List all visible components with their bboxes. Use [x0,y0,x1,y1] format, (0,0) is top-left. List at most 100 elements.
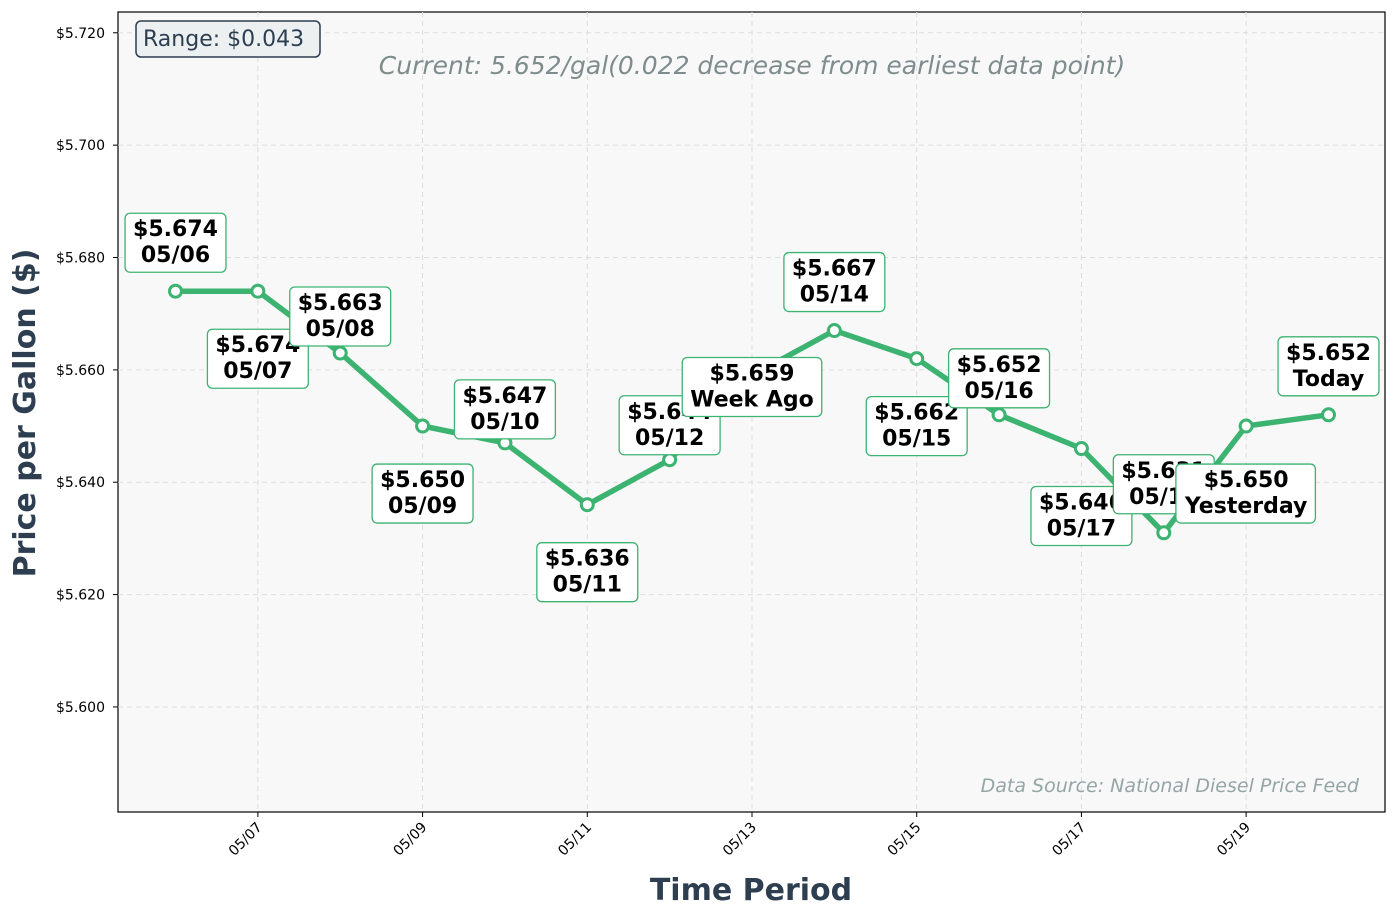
point-date: 05/11 [553,573,622,598]
data-point [1073,441,1089,457]
point-label-text: $5.646 05/17 [1039,491,1124,542]
point-date: 05/09 [388,494,457,519]
point-value: $5.652 [1286,341,1371,366]
point-label-box [453,379,557,440]
point-label-text: $5.667 05/14 [792,257,877,308]
range-text: Range: $0.043 [143,27,304,52]
data-point [909,351,925,367]
point-label-text: $5.663 05/08 [298,291,383,342]
x-axis: 05/07 05/09 05/11 05/13 05/15 05/17 05/19 [226,812,1254,859]
point-date: 05/14 [800,283,869,308]
y-tick-label: $5.620 [56,588,105,604]
point-label-box [289,286,392,347]
y-tick-label: $5.720 [56,26,105,42]
point-label-text: $5.636 05/11 [545,547,630,598]
point-label: $5.650 Yesterday [1175,463,1317,524]
point-label-box [206,328,309,389]
point-label-text: $5.674 05/06 [133,217,218,268]
point-label-box [947,348,1051,409]
point-value: $5.674 [133,217,218,242]
y-axis-title: Price per Gallon ($) [8,249,43,578]
point-date: Today [1293,367,1364,392]
point-label: $5.647 05/10 [453,379,557,440]
x-tick-label: 05/07 [226,820,266,860]
point-value: $5.659 [710,361,795,386]
x-tick-label: 05/13 [720,820,760,860]
range-box: Range: $0.043 [135,20,321,58]
point-date: 05/06 [141,243,210,268]
point-label-box [1175,463,1317,524]
data-point [250,283,266,299]
data-point [991,407,1007,423]
x-tick-label: 05/09 [391,820,431,860]
point-value: $5.674 [215,333,300,358]
point-label-box [371,463,474,524]
point-label: $5.646 05/17 [1030,485,1133,547]
y-tick-label: $5.600 [56,700,105,716]
point-label: $5.650 05/09 [371,463,474,524]
point-value: $5.652 [957,353,1042,378]
data-source: Data Source: National Diesel Price Feed [981,775,1360,797]
x-tick-label: 05/19 [1214,820,1254,860]
point-label-text: $5.659 Week Ago [690,361,814,412]
point-value: $5.667 [792,257,877,282]
point-label-box [1030,485,1133,547]
point-value: $5.636 [545,547,630,572]
point-date: 05/12 [635,426,704,451]
point-label-text: $5.674 05/07 [215,333,300,384]
point-label-box [681,356,823,418]
point-label: $5.663 05/08 [289,286,392,347]
data-point [1156,525,1172,541]
point-label: $5.659 Week Ago [681,356,823,418]
point-labels: $5.674 05/06$5.674 05/07$5.663 05/08$5.650 0… [124,212,1380,603]
point-label-text: $5.652 05/16 [957,353,1042,404]
point-label-text: $5.652 Today [1286,341,1371,392]
data-point [1321,407,1336,423]
point-label-text: $5.647 05/10 [462,384,547,435]
x-tick-label: 05/17 [1049,820,1089,860]
point-value: $5.646 [1039,491,1124,516]
y-tick-label: $5.700 [56,138,105,154]
data-point [1238,418,1254,434]
point-date: 05/17 [1047,517,1116,542]
data-point [415,418,431,434]
point-label-box [536,542,639,603]
point-date: Yesterday [1184,494,1307,519]
data-point [826,323,842,339]
point-label: $5.674 05/06 [124,212,227,273]
y-tick-label: $5.660 [56,363,105,379]
point-date: 05/15 [882,427,951,452]
x-axis-title: Time Period [650,873,852,908]
point-label-box [124,212,227,273]
point-value: $5.650 [380,468,465,493]
point-label: $5.636 05/11 [536,542,639,603]
point-date: 05/08 [306,317,375,342]
point-label-box [1277,336,1380,397]
point-value: $5.662 [874,401,959,426]
x-tick-label: 05/15 [885,820,925,860]
point-label-text: $5.650 Yesterday [1184,468,1307,519]
point-label-text: $5.650 05/09 [380,468,465,519]
y-axis: $5.600 $5.620 $5.640 $5.660 $5.680 $5.700 $5.7… [56,26,118,716]
x-tick-label: 05/11 [555,820,595,860]
point-label: $5.652 05/16 [947,348,1051,409]
data-point [168,283,183,299]
y-tick-label: $5.640 [56,475,105,491]
data-point [332,345,348,361]
data-point [662,452,678,468]
y-tick-label: $5.680 [56,251,105,267]
point-date: 05/10 [470,410,539,435]
point-label-box [783,251,886,313]
point-label: $5.662 05/15 [865,395,968,457]
point-value: $5.663 [298,291,383,316]
point-date: 05/07 [223,359,292,384]
point-label: $5.667 05/14 [783,251,886,313]
point-date: Week Ago [690,387,814,412]
subtitle: Current: 5.652/gal(0.022 decrease from e… [379,51,1125,80]
point-label: $5.652 Today [1277,336,1380,397]
point-label-box [865,395,968,457]
point-label: $5.674 05/07 [206,328,309,389]
point-label-text: $5.662 05/15 [874,401,959,452]
point-value: $5.650 [1204,468,1289,493]
